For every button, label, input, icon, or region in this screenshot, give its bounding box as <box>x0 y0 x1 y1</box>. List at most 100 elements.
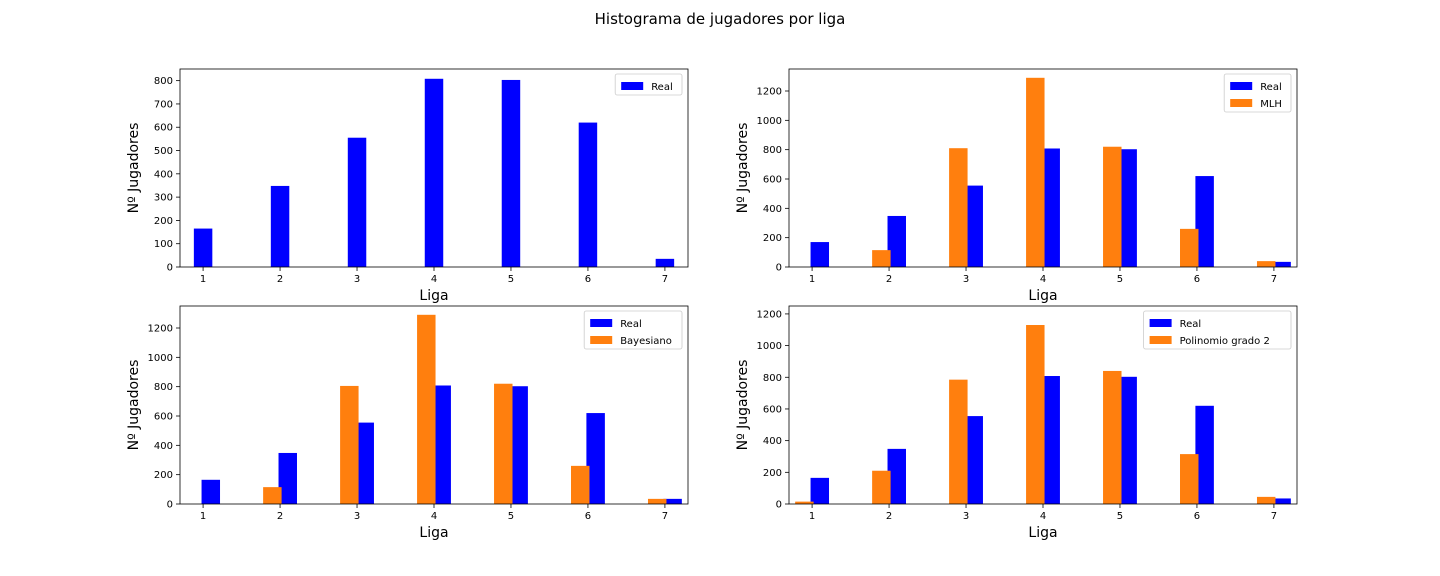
y-tick-label: 200 <box>154 470 173 481</box>
chart-real-vs-bayesiano: 1 2 3 4 5 6 7 0 200 400 600 800 1000 1200 Liga Nº Jugad… <box>126 305 689 541</box>
x-tick-label: 1 <box>809 274 815 285</box>
y-tick-label: 600 <box>763 404 782 415</box>
x-tick-label: 4 <box>1040 274 1046 285</box>
legend-label-polinomio-grado-2: Polinomio grado 2 <box>1180 336 1270 347</box>
y-axis-label: Nº Jugadores <box>126 123 142 214</box>
x-tick-label: 6 <box>1194 511 1200 522</box>
x-tick-label: 3 <box>963 274 969 285</box>
bar-mlh-liga-3 <box>949 148 968 267</box>
x-tick-label: 4 <box>1040 511 1046 522</box>
bar-polinomio-grado-2-liga-2 <box>872 470 891 504</box>
y-tick-label: 800 <box>154 76 173 87</box>
y-tick-label: 1200 <box>757 87 782 98</box>
x-tick-label: 1 <box>200 274 206 285</box>
y-axis-label: Nº Jugadores <box>735 360 751 451</box>
bar-polinomio-grado-2-liga-3 <box>949 379 968 504</box>
legend-label-bayesiano: Bayesiano <box>620 336 672 347</box>
x-tick-label: 7 <box>662 511 668 522</box>
legend-swatch-real <box>621 82 644 90</box>
y-tick-label: 1000 <box>757 341 782 352</box>
figure-title: Histograma de jugadores por liga <box>595 10 846 28</box>
bar-polinomio-grado-2-liga-5 <box>1103 370 1122 504</box>
bar-real-liga-6 <box>586 413 605 504</box>
legend-label-real: Real <box>620 319 642 330</box>
y-tick-label: 1000 <box>757 116 782 127</box>
bar-real-liga-3 <box>964 416 983 504</box>
x-axis-label: Liga <box>1028 525 1057 541</box>
y-tick-label: 600 <box>154 123 173 134</box>
x-tick-label: 5 <box>1117 274 1123 285</box>
bar-bayesiano-liga-7 <box>647 498 667 504</box>
bar-mlh-liga-7 <box>1256 261 1276 267</box>
legend-box <box>1143 310 1292 350</box>
y-tick-label: 0 <box>776 500 782 511</box>
x-tick-label: 2 <box>277 511 283 522</box>
y-tick-label: 400 <box>763 436 782 447</box>
bar-real-liga-4 <box>1041 148 1060 267</box>
x-tick-label: 6 <box>585 274 591 285</box>
bar-bayesiano-liga-3 <box>340 385 359 504</box>
y-tick-label: 800 <box>763 145 782 156</box>
bar-polinomio-grado-2-liga-1 <box>795 501 814 504</box>
bar-real-liga-6 <box>578 122 598 267</box>
bar-mlh-liga-2 <box>872 250 891 267</box>
bar-real-liga-2 <box>278 452 297 504</box>
y-tick-label: 0 <box>167 263 173 274</box>
x-tick-label: 4 <box>431 511 437 522</box>
y-tick-label: 400 <box>154 441 173 452</box>
y-tick-label: 500 <box>154 146 173 157</box>
y-tick-label: 1200 <box>757 309 782 320</box>
y-tick-label: 1200 <box>148 324 173 335</box>
legend-swatch-real <box>590 319 613 327</box>
bar-mlh-liga-6 <box>1180 228 1199 267</box>
bar-polinomio-grado-2-liga-4 <box>1026 325 1045 504</box>
bar-polinomio-grado-2-liga-6 <box>1180 454 1199 504</box>
bar-bayesiano-liga-5 <box>494 383 513 504</box>
x-tick-label: 3 <box>963 511 969 522</box>
legend-swatch-mlh <box>1230 99 1253 107</box>
bar-bayesiano-liga-6 <box>571 465 590 504</box>
bar-real-liga-2 <box>270 185 290 267</box>
y-tick-label: 200 <box>154 216 173 227</box>
bar-real-liga-7 <box>655 258 675 267</box>
legend-swatch-real <box>1230 82 1253 90</box>
y-tick-label: 600 <box>763 175 782 186</box>
bar-real-liga-7 <box>1272 261 1291 267</box>
x-tick-label: 6 <box>585 511 591 522</box>
bar-real-liga-7 <box>663 498 682 504</box>
legend: Real MLH <box>1223 73 1292 113</box>
bar-real-liga-3 <box>964 185 983 267</box>
x-axis-label: Liga <box>419 288 448 304</box>
x-tick-label: 3 <box>354 511 360 522</box>
y-tick-label: 400 <box>763 204 782 215</box>
bar-real-liga-2 <box>887 448 906 504</box>
legend-label-real: Real <box>1180 319 1202 330</box>
y-tick-label: 0 <box>776 263 782 274</box>
y-tick-label: 0 <box>167 500 173 511</box>
bar-real-liga-5 <box>1118 376 1137 504</box>
legend-label-mlh: MLH <box>1260 99 1282 110</box>
legend-swatch-bayesiano <box>590 336 613 344</box>
bar-real-liga-1 <box>201 479 221 504</box>
y-tick-label: 600 <box>154 412 173 423</box>
x-tick-label: 1 <box>200 511 206 522</box>
bar-real-liga-7 <box>1272 498 1291 504</box>
y-tick-label: 200 <box>763 468 782 479</box>
legend-label-real: Real <box>651 82 673 93</box>
bar-bayesiano-liga-2 <box>263 487 282 504</box>
legend: Real Bayesiano <box>583 310 683 350</box>
y-tick-label: 800 <box>154 382 173 393</box>
bar-real-liga-1 <box>810 477 830 504</box>
x-tick-label: 7 <box>662 274 668 285</box>
bar-real-liga-4 <box>1041 376 1060 504</box>
legend: Real <box>614 73 683 96</box>
y-tick-label: 400 <box>154 169 173 180</box>
y-tick-label: 700 <box>154 99 173 110</box>
x-axis-label: Liga <box>419 525 448 541</box>
bar-mlh-liga-4 <box>1026 77 1045 267</box>
bar-real-liga-6 <box>1195 405 1214 504</box>
bar-real-liga-3 <box>347 137 367 267</box>
bar-real-liga-1 <box>810 242 830 267</box>
x-axis-label: Liga <box>1028 288 1057 304</box>
y-tick-label: 1000 <box>148 353 173 364</box>
